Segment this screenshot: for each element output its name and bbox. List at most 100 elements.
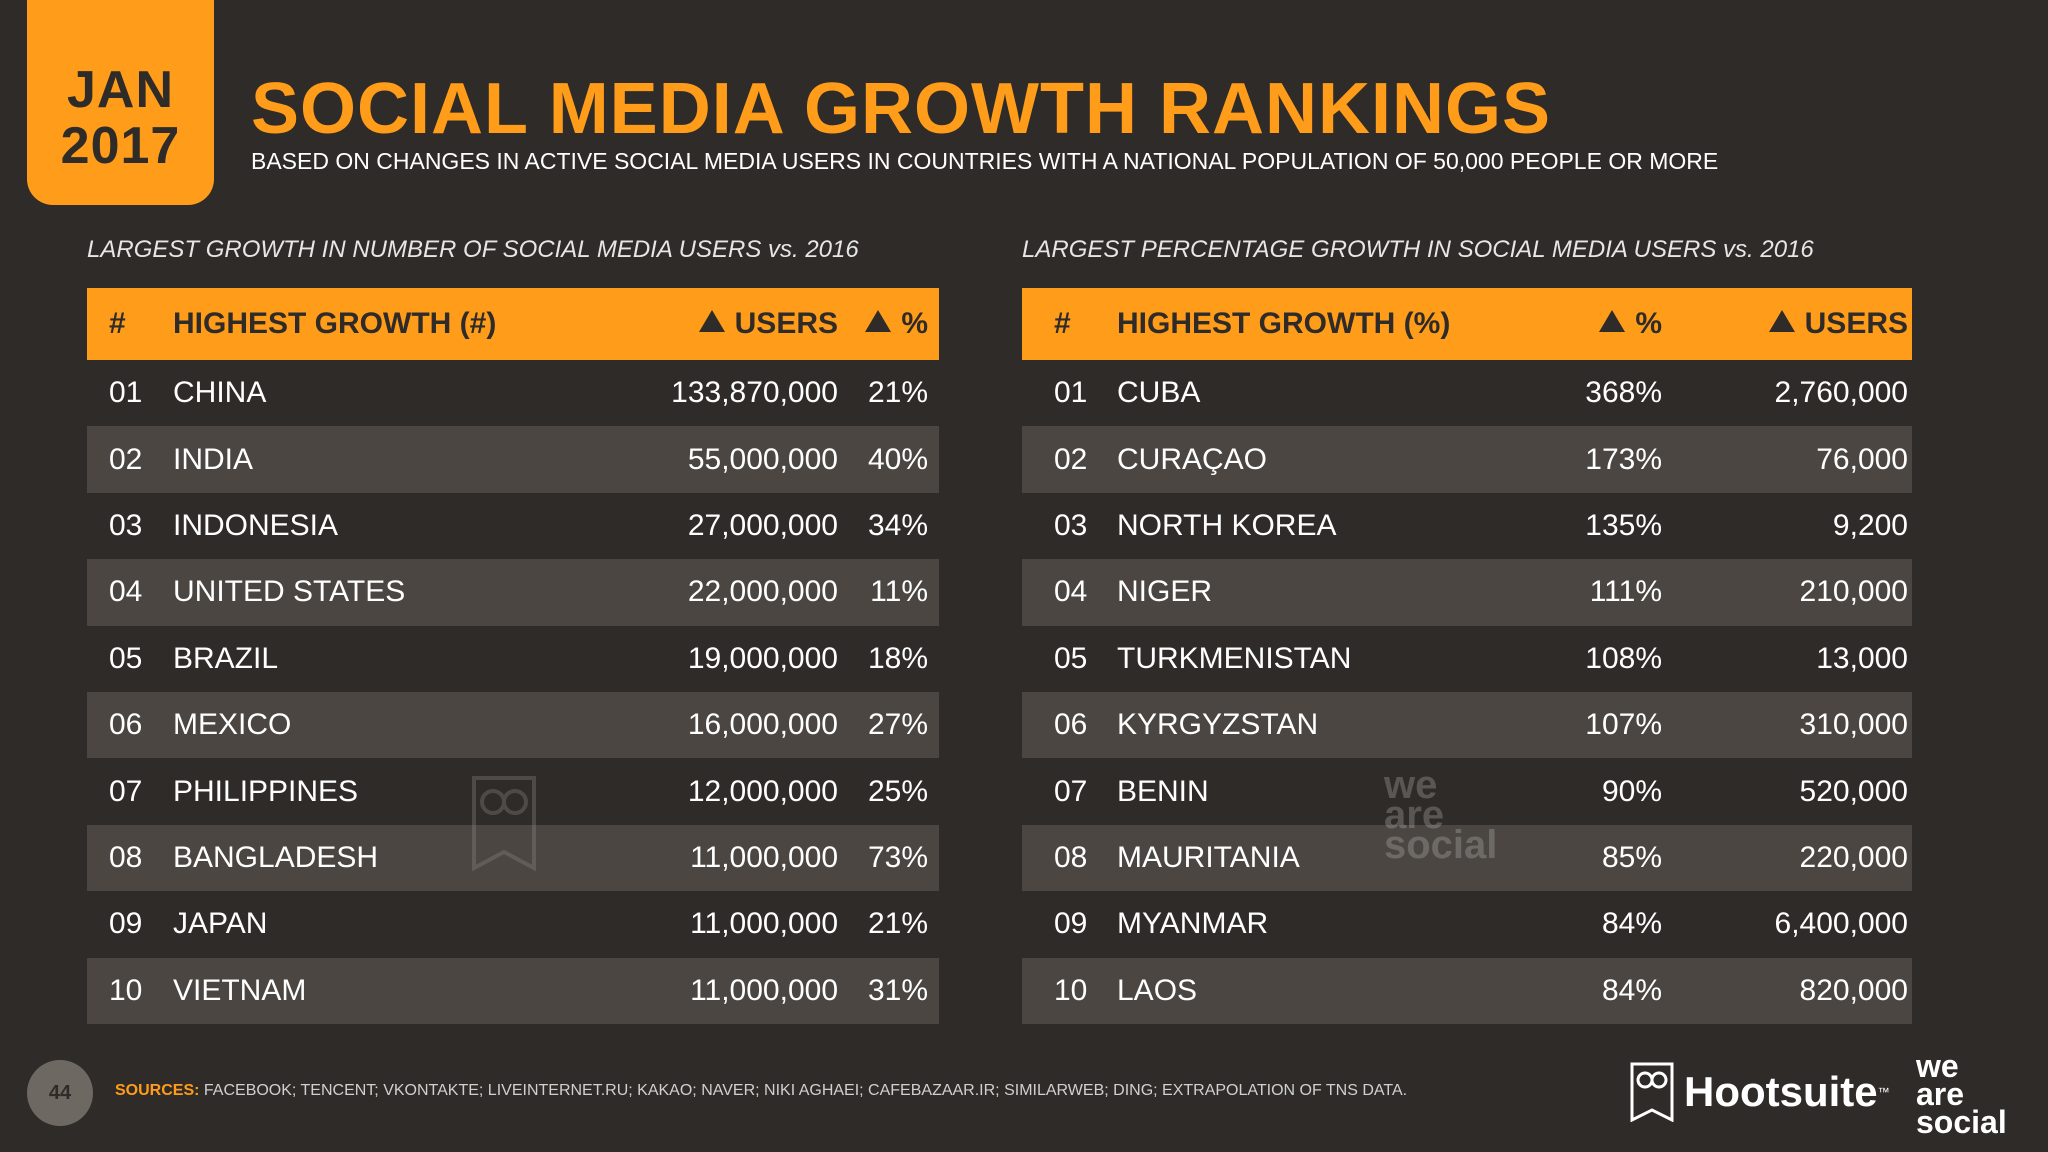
sources-label: SOURCES: <box>115 1082 200 1099</box>
table-row: 03 NORTH KOREA 135% 9,200 <box>1022 493 1912 559</box>
row-users: 16,000,000 <box>687 708 838 742</box>
header-num: # <box>109 307 126 340</box>
row-users: 76,000 <box>1816 442 1908 476</box>
we-are-social-watermark: we are social <box>1384 763 1498 867</box>
table-header: # HIGHEST GROWTH (#) USERS % <box>87 288 939 360</box>
row-num: 03 <box>1054 508 1088 542</box>
row-pct: 84% <box>1601 973 1662 1007</box>
header-num: # <box>1054 307 1071 340</box>
absolute-growth-table: LARGEST GROWTH IN NUMBER OF SOCIAL MEDIA… <box>87 236 939 1024</box>
table-row: 10 LAOS 84% 820,000 <box>1022 957 1912 1024</box>
triangle-up-icon <box>1599 310 1626 332</box>
row-num: 03 <box>109 508 143 542</box>
table-row: 07 PHILIPPINES 12,000,000 25% <box>87 758 939 824</box>
table-row: 06 KYRGYZSTAN 107% 310,000 <box>1022 691 1912 759</box>
row-num: 06 <box>1054 708 1088 742</box>
header-pct: % <box>838 307 928 341</box>
table-row: 03 INDONESIA 27,000,000 34% <box>87 493 939 559</box>
triangle-up-icon <box>1768 310 1795 332</box>
row-num: 02 <box>109 442 143 476</box>
row-country: LAOS <box>1117 973 1198 1007</box>
row-num: 10 <box>109 973 143 1007</box>
row-num: 05 <box>1054 641 1088 675</box>
row-users: 27,000,000 <box>687 508 838 542</box>
page-subtitle: BASED ON CHANGES IN ACTIVE SOCIAL MEDIA … <box>251 148 1719 174</box>
row-users: 13,000 <box>1816 641 1908 675</box>
row-num: 04 <box>109 575 143 609</box>
row-users: 2,760,000 <box>1774 376 1908 410</box>
row-country: INDONESIA <box>173 508 339 542</box>
header-name: HIGHEST GROWTH (%) <box>1117 307 1451 340</box>
table-row: 04 UNITED STATES 22,000,000 11% <box>87 559 939 626</box>
badge-year: 2017 <box>60 116 181 175</box>
date-badge: JAN 2017 <box>27 0 214 205</box>
table-row: 02 INDIA 55,000,000 40% <box>87 426 939 493</box>
row-pct: 11% <box>870 575 928 609</box>
header-name: HIGHEST GROWTH (#) <box>173 307 497 340</box>
owl-icon <box>472 776 536 872</box>
row-country: TURKMENISTAN <box>1117 641 1352 675</box>
row-users: 11,000,000 <box>690 907 838 941</box>
row-num: 02 <box>1054 442 1088 476</box>
table-caption: LARGEST PERCENTAGE GROWTH IN SOCIAL MEDI… <box>1022 236 1814 263</box>
row-country: PHILIPPINES <box>173 774 359 808</box>
page-title: SOCIAL MEDIA GROWTH RANKINGS <box>251 69 1551 149</box>
row-pct: 85% <box>1601 840 1662 874</box>
table-row: 10 VIETNAM 11,000,000 31% <box>87 957 939 1024</box>
row-users: 520,000 <box>1799 774 1908 808</box>
table-row: 08 MAURITANIA 85% 220,000 <box>1022 824 1912 892</box>
row-country: MAURITANIA <box>1117 840 1300 874</box>
row-pct: 27% <box>867 708 928 742</box>
table-row: 05 BRAZIL 19,000,000 18% <box>87 626 939 692</box>
row-country: BRAZIL <box>173 641 279 675</box>
row-num: 09 <box>109 907 143 941</box>
we-are-social-logo: we are social <box>1916 1048 2007 1140</box>
triangle-up-icon <box>698 310 725 332</box>
row-num: 09 <box>1054 907 1088 941</box>
hootsuite-logo: Hootsuite ™ <box>1630 1062 1890 1122</box>
row-country: CURAÇAO <box>1117 442 1268 476</box>
percentage-growth-table: LARGEST PERCENTAGE GROWTH IN SOCIAL MEDI… <box>1022 236 1912 1024</box>
row-num: 01 <box>1054 376 1088 410</box>
row-pct: 73% <box>867 840 928 874</box>
row-pct: 84% <box>1601 907 1662 941</box>
row-users: 11,000,000 <box>690 840 838 874</box>
row-users: 12,000,000 <box>687 774 838 808</box>
header-pct: % <box>1462 307 1662 341</box>
row-users: 310,000 <box>1799 708 1908 742</box>
table-row: 02 CURAÇAO 173% 76,000 <box>1022 426 1912 493</box>
row-num: 07 <box>109 774 143 808</box>
row-pct: 31% <box>867 973 928 1007</box>
row-country: CUBA <box>1117 376 1201 410</box>
table-row: 01 CHINA 133,870,000 21% <box>87 360 939 426</box>
row-country: VIETNAM <box>173 973 307 1007</box>
row-pct: 368% <box>1585 376 1662 410</box>
page-number: 44 <box>27 1060 93 1126</box>
table-caption: LARGEST GROWTH IN NUMBER OF SOCIAL MEDIA… <box>87 236 859 263</box>
table-row: 05 TURKMENISTAN 108% 13,000 <box>1022 626 1912 692</box>
table-row: 01 CUBA 368% 2,760,000 <box>1022 360 1912 426</box>
table-header: # HIGHEST GROWTH (%) % USERS <box>1022 288 1912 360</box>
table-row: 07 BENIN 90% 520,000 <box>1022 758 1912 824</box>
row-country: KYRGYZSTAN <box>1117 708 1319 742</box>
row-country: CHINA <box>173 376 267 410</box>
trademark-mark: ™ <box>1877 1085 1890 1099</box>
table-row: 09 JAPAN 11,000,000 21% <box>87 891 939 957</box>
row-num: 05 <box>109 641 143 675</box>
row-users: 9,200 <box>1832 508 1908 542</box>
row-country: UNITED STATES <box>173 575 406 609</box>
row-users: 22,000,000 <box>687 575 838 609</box>
row-users: 55,000,000 <box>687 442 838 476</box>
sources-line: SOURCES: FACEBOOK; TENCENT; VKONTAKTE; L… <box>115 1082 1407 1100</box>
row-country: MYANMAR <box>1117 907 1269 941</box>
table-body: 01 CHINA 133,870,000 21% 02 INDIA 55,000,000 4… <box>87 360 939 1024</box>
table-row: 04 NIGER 111% 210,000 <box>1022 559 1912 626</box>
row-num: 08 <box>109 840 143 874</box>
row-pct: 108% <box>1585 641 1662 675</box>
row-pct: 21% <box>867 907 928 941</box>
table-body: 01 CUBA 368% 2,760,000 02 CURAÇAO 173% 76,000 … <box>1022 360 1912 1024</box>
row-country: NIGER <box>1117 575 1213 609</box>
row-country: MEXICO <box>173 708 292 742</box>
row-country: BANGLADESH <box>173 840 379 874</box>
header-users: USERS <box>578 307 838 341</box>
